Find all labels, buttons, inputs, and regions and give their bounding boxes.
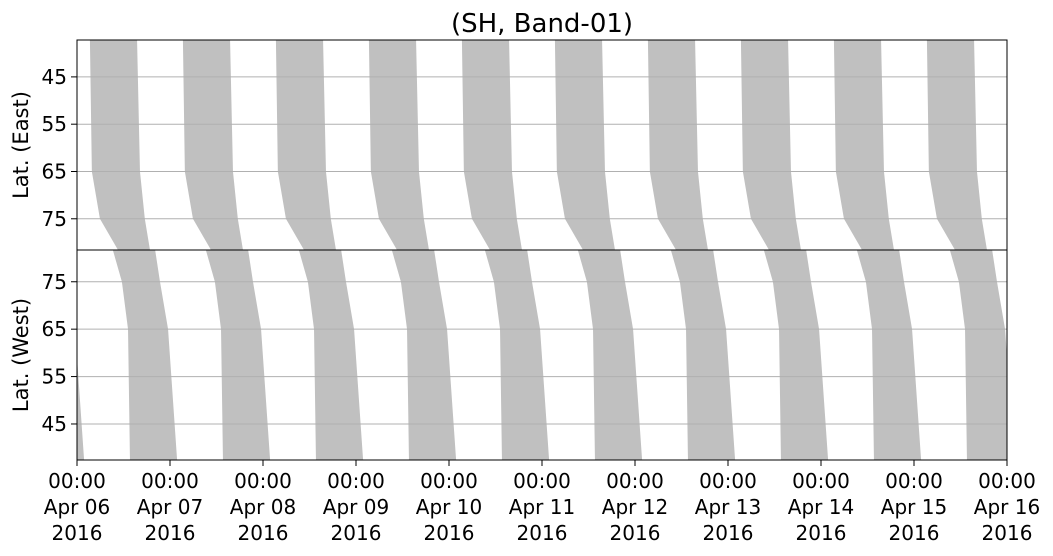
coverage-swath — [647, 40, 708, 250]
y-axis-label: Lat. (West) — [9, 298, 33, 412]
coverage-swath — [484, 250, 550, 460]
x-tick-label: 00:00 Apr 09 2016 — [323, 469, 389, 545]
coverage-swath — [577, 250, 643, 460]
coverage-swath — [112, 250, 178, 460]
coverage-swath — [298, 250, 364, 460]
coverage-swath — [461, 40, 522, 250]
plot-area — [77, 250, 1007, 460]
y-tick-label: 45 — [42, 65, 67, 89]
x-tick-label: 00:00 Apr 06 2016 — [44, 469, 110, 545]
x-tick-label: 00:00 Apr 16 2016 — [974, 469, 1040, 545]
plot-area — [89, 40, 987, 250]
x-tick-label: 00:00 Apr 12 2016 — [602, 469, 668, 545]
y-tick-label: 55 — [42, 112, 67, 136]
coverage-swath — [670, 250, 736, 460]
x-tick-label: 00:00 Apr 15 2016 — [881, 469, 947, 545]
coverage-swath — [368, 40, 429, 250]
chart-title: (SH, Band-01) — [451, 9, 633, 39]
coverage-swath — [833, 40, 894, 250]
y-tick-label: 75 — [42, 207, 67, 231]
coverage-swath — [205, 250, 271, 460]
x-tick-label: 00:00 Apr 07 2016 — [137, 469, 203, 545]
coverage-swath — [554, 40, 615, 250]
x-tick-label: 00:00 Apr 13 2016 — [695, 469, 761, 545]
y-tick-label: 65 — [42, 317, 67, 341]
coverage-swath — [763, 250, 829, 460]
x-tick-label: 00:00 Apr 08 2016 — [230, 469, 296, 545]
coverage-swath — [926, 40, 987, 250]
x-tick-label: 00:00 Apr 10 2016 — [416, 469, 482, 545]
y-tick-label: 45 — [42, 412, 67, 436]
coverage-swath — [275, 40, 336, 250]
x-tick-label: 00:00 Apr 14 2016 — [788, 469, 854, 545]
y-tick-label: 65 — [42, 159, 67, 183]
coverage-swath — [182, 40, 243, 250]
y-axis-label: Lat. (East) — [9, 91, 33, 199]
coverage-swath — [77, 357, 85, 460]
coverage-swath — [740, 40, 801, 250]
coverage-swath — [89, 40, 150, 250]
x-tick-label: 00:00 Apr 11 2016 — [509, 469, 575, 545]
y-tick-label: 55 — [42, 365, 67, 389]
y-tick-label: 75 — [42, 270, 67, 294]
coverage-swath — [949, 250, 1007, 460]
coverage-swath — [856, 250, 922, 460]
coverage-swath — [391, 250, 457, 460]
